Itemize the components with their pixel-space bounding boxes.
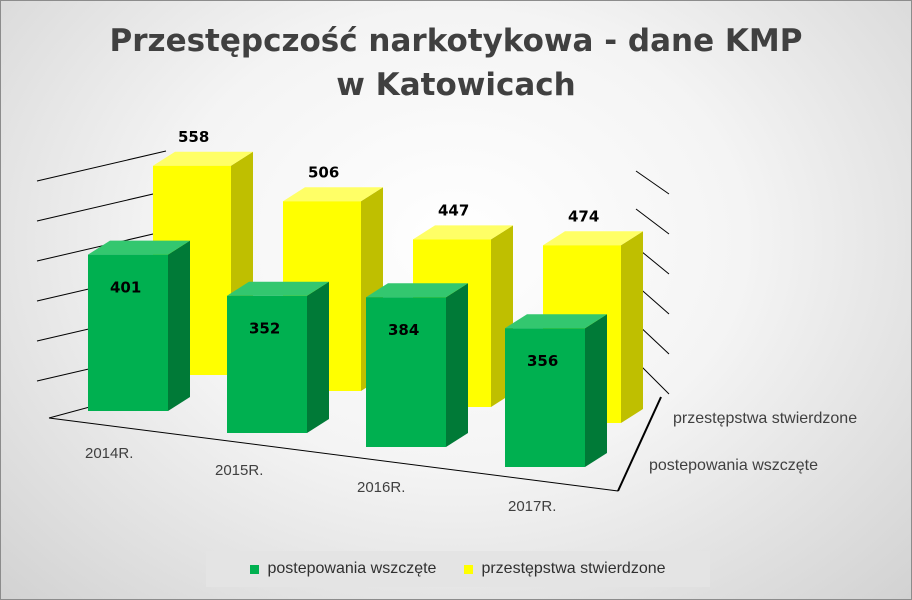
bar-postepowania-1-side: [307, 281, 329, 433]
data-label-przestepstwa-1: 506: [308, 163, 339, 181]
bar-postepowania-0-side: [168, 240, 190, 411]
bar-postepowania-3-side: [585, 314, 607, 467]
legend-item-postepowania[interactable]: postepowania wszczęte: [250, 560, 436, 578]
bar-przestepstwa-2-top: [413, 225, 513, 240]
bar-postepowania-2-side: [446, 283, 468, 447]
bar-postepowania-2-top: [366, 283, 468, 298]
data-label-postepowania-1: 352: [249, 320, 280, 338]
category-label-2: 2016R.: [357, 479, 405, 496]
bar-postepowania-0-top: [88, 240, 190, 255]
legend-label-postepowania: postepowania wszczęte: [267, 560, 437, 577]
gridline-left: [36, 230, 167, 262]
legend-label-przestepstwa: przestępstwa stwierdzone: [481, 560, 666, 577]
category-label-0: 2014R.: [85, 445, 133, 462]
gridline-right: [635, 170, 670, 195]
data-label-przestepstwa-0: 558: [178, 128, 209, 146]
bar-postepowania-2-front: [366, 297, 446, 447]
category-label-3: 2017R.: [508, 498, 556, 515]
gridline-left: [36, 190, 167, 222]
bar-przestepstwa-3-top: [543, 231, 643, 246]
chart-title-line1: Przestępczość narkotykowa - dane KMP: [109, 23, 803, 59]
gridline-right: [635, 208, 670, 235]
bar-przestepstwa-0-top: [153, 151, 253, 166]
legend-item-przestepstwa[interactable]: przestępstwa stwierdzone: [464, 560, 666, 578]
floor-edge-front: [48, 417, 619, 492]
depth-axis: [617, 396, 662, 492]
bar-postepowania-1-front: [227, 295, 307, 433]
chart-title-line2: w Katowicach: [336, 67, 576, 103]
legend-swatch-przestepstwa: [464, 564, 474, 574]
data-label-przestepstwa-3: 474: [568, 207, 599, 225]
gridline-left: [36, 150, 167, 182]
bar-postepowania-3-front: [505, 328, 585, 467]
bar-postepowania-0-front: [88, 254, 168, 411]
legend-swatch-postepowania: [250, 564, 260, 574]
bar-postepowania-1-top: [227, 281, 329, 296]
bar-przestepstwa-1-top: [283, 187, 383, 202]
bar-postepowania-3-top: [505, 314, 607, 329]
depth-label-przestepstwa: przestępstwa stwierdzone: [673, 410, 857, 427]
depth-label-postepowania: postepowania wszczęte: [649, 457, 818, 474]
chart-title: Przestępczość narkotykowa - dane KMP w K…: [1, 19, 911, 107]
bar-przestepstwa-3-side: [621, 231, 643, 423]
chart-legend: postepowania wszczęte przestępstwa stwie…: [206, 551, 710, 587]
data-label-postepowania-3: 356: [527, 352, 558, 370]
data-label-postepowania-0: 401: [110, 279, 141, 297]
data-label-przestepstwa-2: 447: [438, 201, 469, 219]
category-label-1: 2015R.: [215, 462, 263, 479]
data-label-postepowania-2: 384: [388, 321, 419, 339]
